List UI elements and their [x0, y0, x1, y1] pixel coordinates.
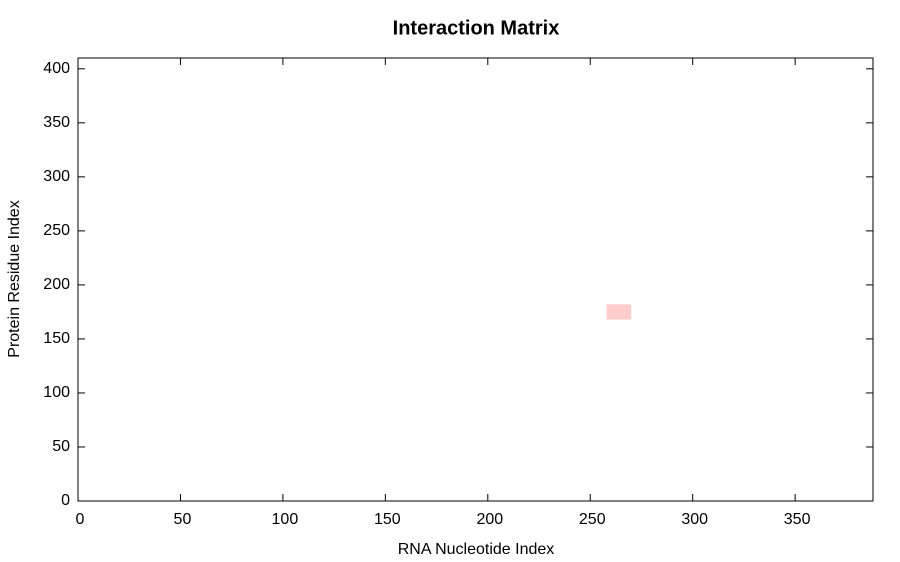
x-axis-label: RNA Nucleotide Index	[398, 541, 555, 558]
y-axis-label: Protein Residue Index	[6, 200, 23, 357]
y-tick-label: 50	[52, 438, 70, 455]
y-tick-label: 250	[43, 222, 70, 239]
x-tick-label: 200	[476, 511, 503, 528]
x-tick-label: 50	[174, 511, 192, 528]
x-tick-label: 0	[76, 511, 85, 528]
y-tick-label: 350	[43, 114, 70, 131]
x-tick-label: 250	[579, 511, 606, 528]
x-tick-label: 100	[272, 511, 299, 528]
y-tick-label: 0	[61, 492, 70, 509]
x-tick-label: 150	[374, 511, 401, 528]
y-tick-label: 400	[43, 60, 70, 77]
x-tick-label: 300	[681, 511, 708, 528]
cell	[606, 304, 632, 320]
x-tick-label: 350	[784, 511, 811, 528]
chart-title: Interaction Matrix	[393, 17, 560, 39]
y-tick-label: 150	[43, 330, 70, 347]
y-tick-label: 200	[43, 276, 70, 293]
y-tick-label: 100	[43, 384, 70, 401]
plot-frame	[77, 57, 874, 502]
y-tick-label: 300	[43, 168, 70, 185]
